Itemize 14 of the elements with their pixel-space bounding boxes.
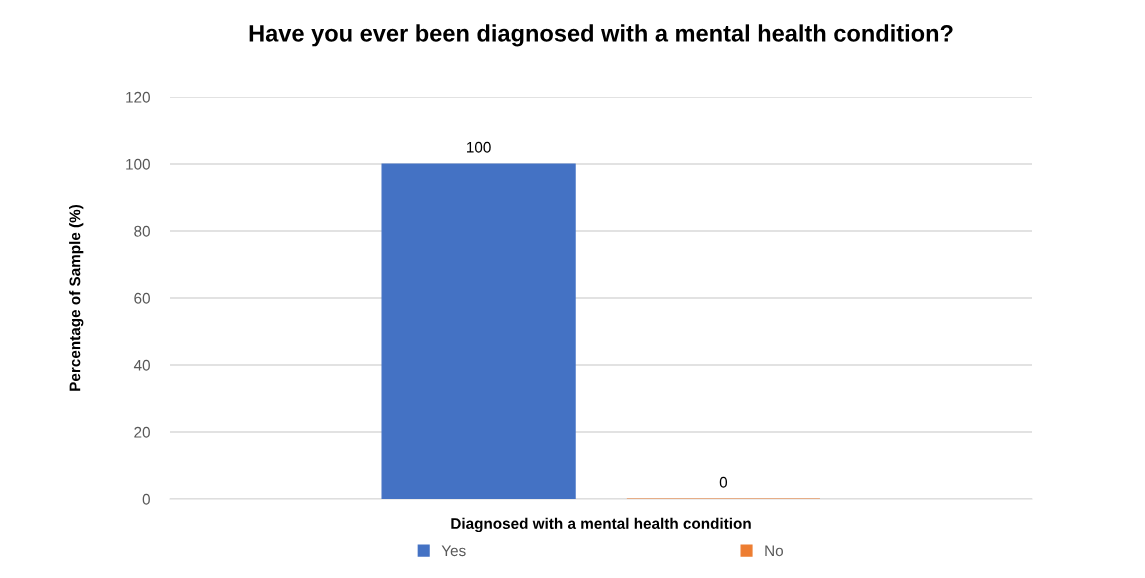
y-tick-label: 100 — [126, 158, 150, 170]
y-tick-label: 80 — [134, 225, 150, 237]
y-tick-label: 40 — [133, 359, 150, 371]
y-tick-label: 120 — [126, 91, 150, 103]
y-axis-title: Percentage of Sample (%) — [69, 204, 84, 391]
x-axis-title: Diagnosed with a mental health condition — [451, 517, 751, 533]
y-tick-label: 20 — [134, 426, 150, 438]
data-label: 0 — [719, 476, 728, 488]
y-tick-label: 60 — [134, 292, 150, 304]
legend-label: Yes — [441, 545, 466, 557]
data-label: 100 — [467, 141, 491, 153]
legend-label: No — [765, 545, 784, 557]
chart-title: Have you ever been diagnosed with a mental health condition? — [249, 24, 953, 47]
y-tick-label: 0 — [142, 493, 150, 505]
